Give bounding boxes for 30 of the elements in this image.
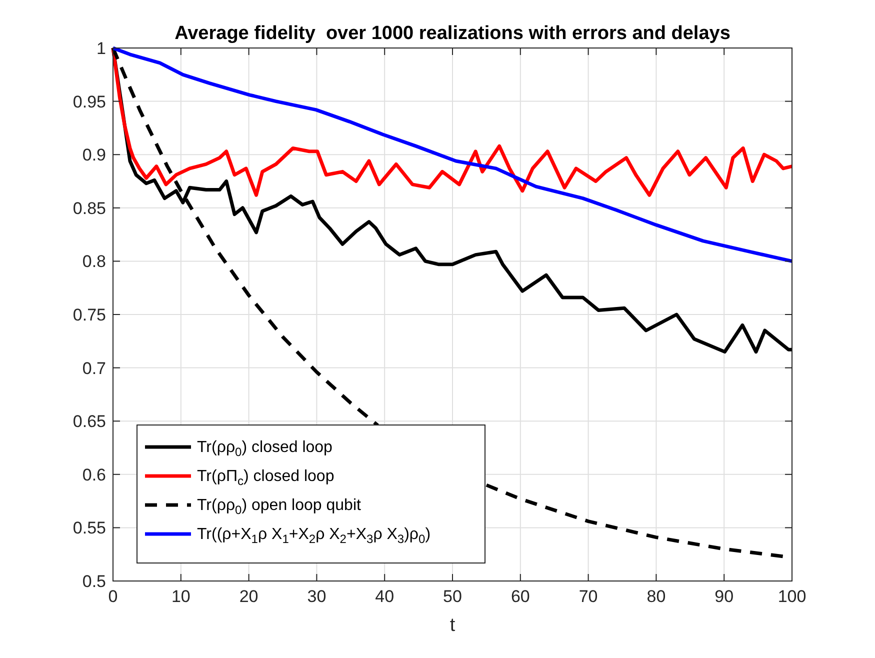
x-tick-label: 70	[578, 587, 598, 606]
y-tick-label: 0.6	[82, 465, 106, 484]
legend-label: Tr(ρρ$_{0}$) open loop qubit	[197, 496, 362, 517]
x-tick-label: 50	[443, 587, 462, 606]
y-tick-label: 1	[96, 38, 106, 58]
x-tick-label: 10	[171, 587, 190, 606]
y-tick-label: 0.75	[72, 305, 106, 324]
y-tick-label: 0.95	[72, 92, 106, 112]
chart-title: Average fidelity over 1000 realizations with errors and delays	[174, 23, 730, 44]
x-tick-label: 40	[375, 587, 394, 606]
y-tick-label: 0.5	[82, 572, 106, 591]
line-series	[111, 46, 794, 263]
x-tick-label: 0	[108, 587, 118, 606]
x-tick-label: 20	[239, 587, 258, 606]
text: Tr((ρ+X$_{1}$ρ X$_{1}$+X$_{2}$ρ X$_{2}$+X$_{3}$ρ X$_{3}$)ρ$_{0}$)	[197, 526, 431, 546]
y-tick-label: 0.85	[72, 198, 106, 218]
y-tick-label: 0.8	[82, 252, 106, 272]
x-tick-label: 80	[646, 587, 666, 606]
y-tick-label: 0.7	[82, 358, 106, 378]
line-series	[111, 46, 794, 197]
legend-label: Tr(ρρ$_{0}$) closed loop	[197, 438, 333, 459]
y-tick-label: 0.55	[72, 518, 106, 538]
x-tick-label: 60	[510, 587, 530, 606]
y-tick-label: 0.9	[82, 146, 106, 165]
x-tick-label: 90	[714, 587, 734, 606]
legend-label: Tr(ρΠ$_{c}$) closed loop	[197, 468, 334, 488]
x-tick-label: 100	[778, 587, 806, 606]
x-axis-title: t	[450, 615, 456, 636]
y-tick-label: 0.65	[72, 412, 106, 432]
x-tick-label: 30	[307, 587, 326, 606]
